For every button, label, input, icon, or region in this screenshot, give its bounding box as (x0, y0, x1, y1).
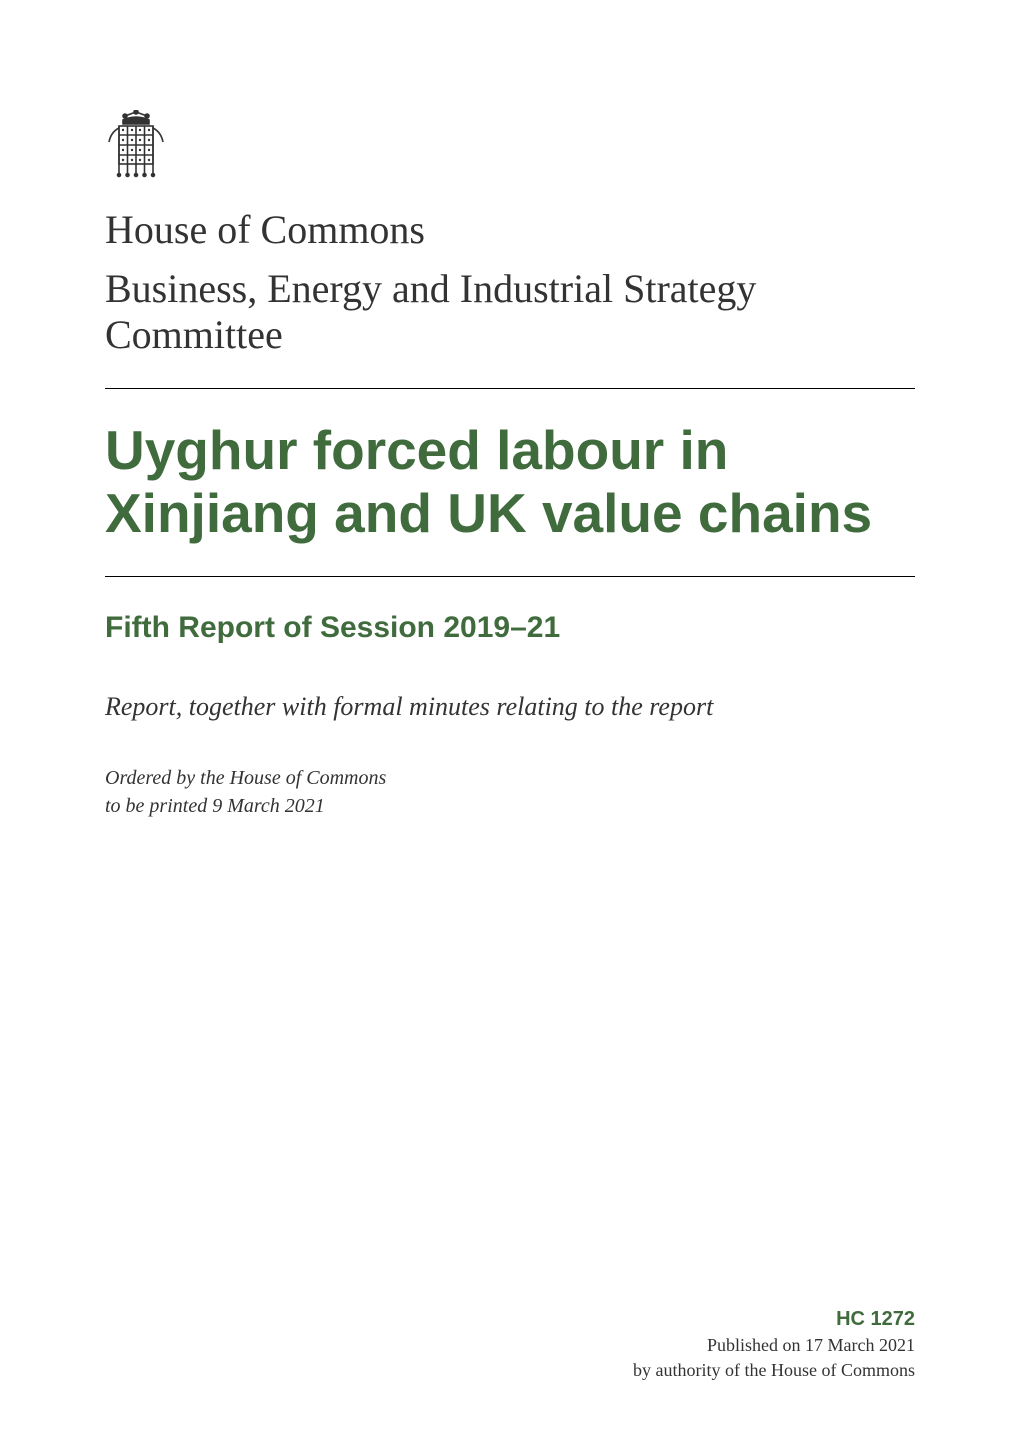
ordered-block: Ordered by the House of Commons to be pr… (105, 764, 915, 820)
divider-top (105, 388, 915, 389)
committee-name: Business, Energy and Industrial Strategy… (105, 266, 915, 358)
report-subtitle: Report, together with formal minutes rel… (105, 689, 915, 724)
ordered-line-2: to be printed 9 March 2021 (105, 792, 915, 820)
authority-line: by authority of the House of Commons (633, 1358, 915, 1382)
report-title: Uyghur forced labour in Xinjiang and UK … (105, 419, 915, 546)
document-number: HC 1272 (633, 1308, 915, 1331)
session-line: Fifth Report of Session 2019–21 (105, 611, 915, 645)
divider-bottom (105, 576, 915, 577)
portcullis-crest-icon (105, 110, 167, 184)
house-name: House of Commons (105, 208, 915, 252)
footer: HC 1272 Published on 17 March 2021 by au… (633, 1308, 915, 1382)
ordered-line-1: Ordered by the House of Commons (105, 764, 915, 792)
published-line: Published on 17 March 2021 (633, 1333, 915, 1357)
